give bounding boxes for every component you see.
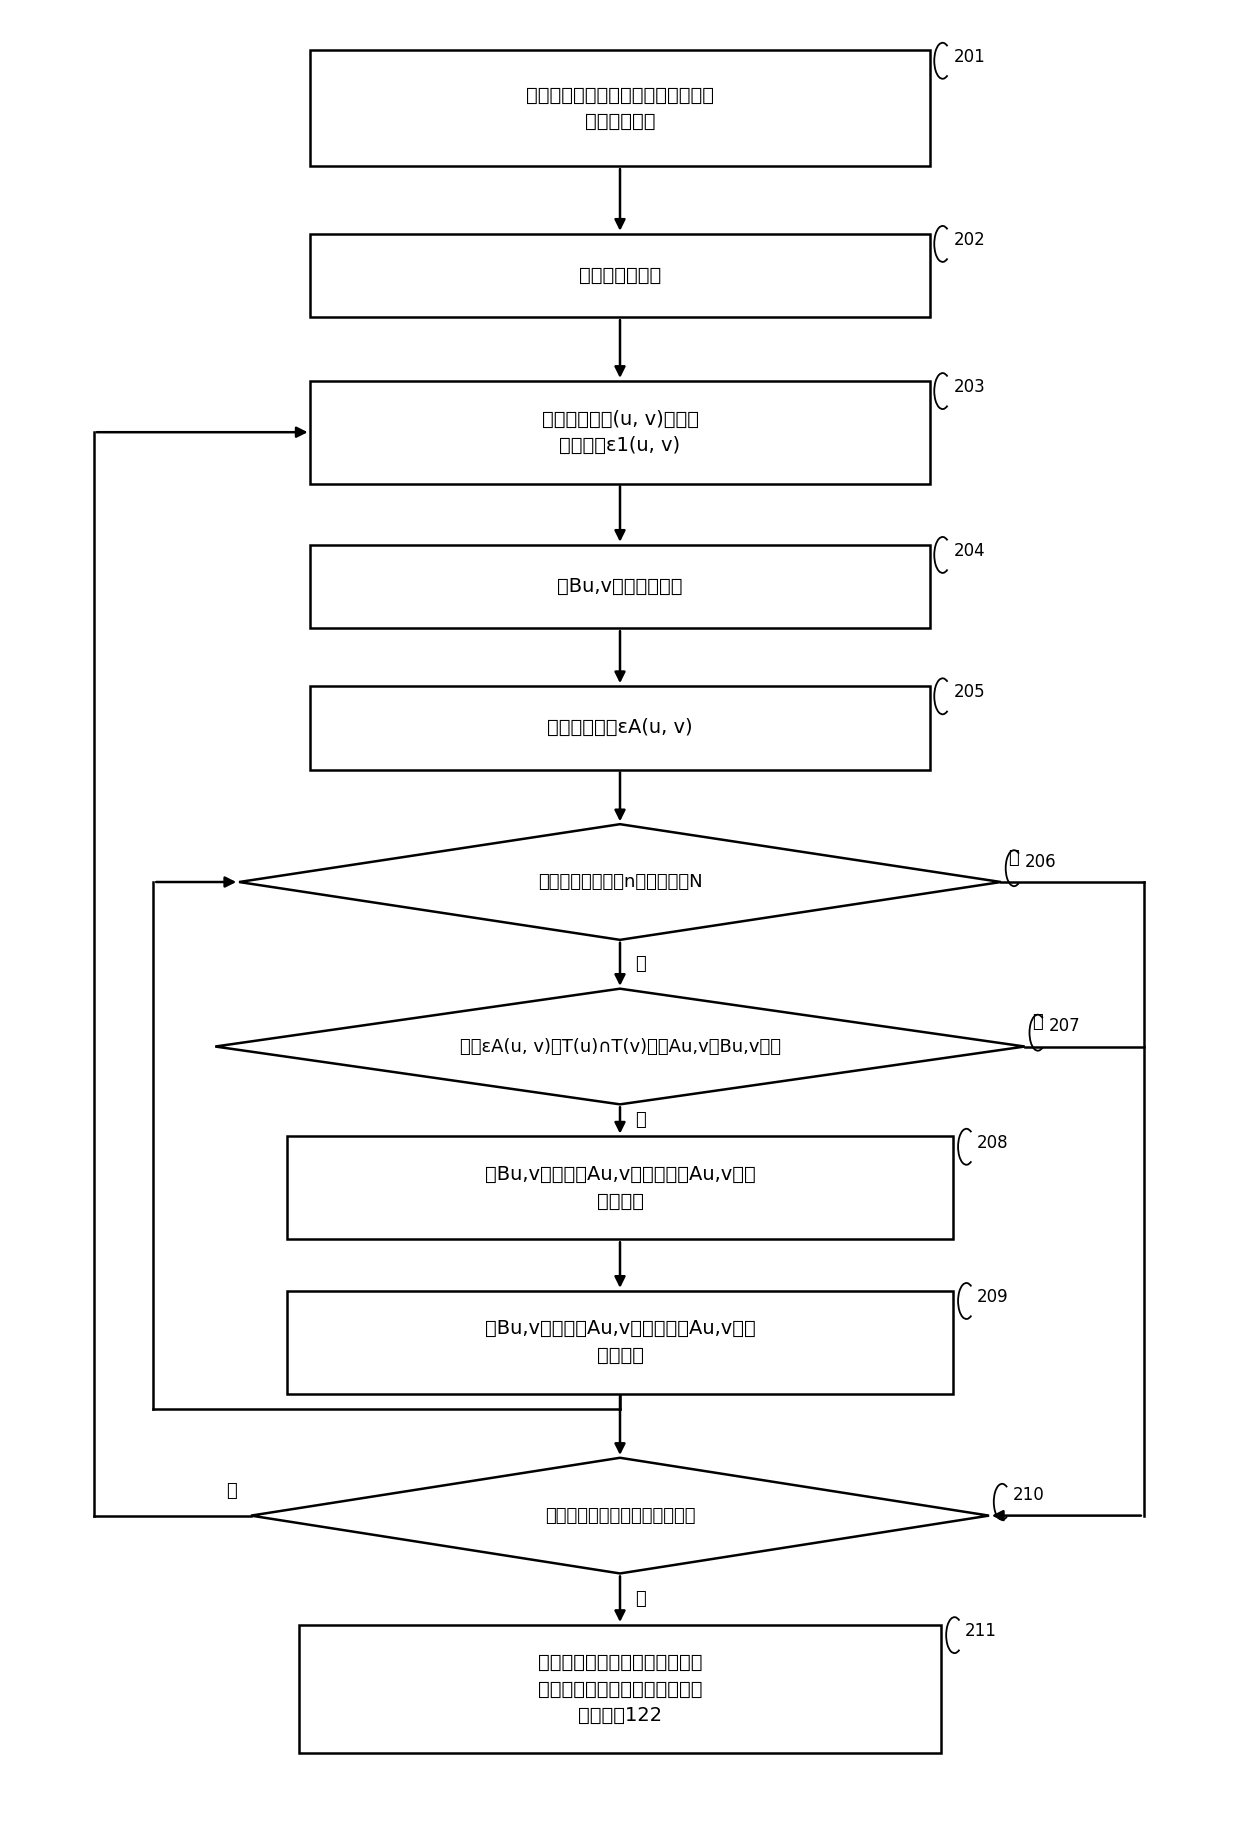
Text: 211: 211 (965, 1623, 997, 1640)
Text: 接收服务器构造缺失服务响应时间补
足模型的指令: 接收服务器构造缺失服务响应时间补 足模型的指令 (526, 86, 714, 130)
Text: 205: 205 (954, 683, 985, 701)
FancyBboxPatch shape (310, 545, 930, 628)
FancyBboxPatch shape (286, 1136, 954, 1239)
Text: 203: 203 (954, 378, 985, 397)
Text: 207: 207 (1049, 1017, 1080, 1036)
Text: 是: 是 (1032, 1013, 1043, 1032)
Text: 否: 否 (635, 955, 646, 973)
Polygon shape (239, 824, 1001, 940)
Text: 将训练获取的缺失服务响应时间
补足模型输出，存储至补足模型
存储单元122: 将训练获取的缺失服务响应时间 补足模型输出，存储至补足模型 存储单元122 (538, 1652, 702, 1726)
FancyBboxPatch shape (299, 1625, 941, 1753)
Polygon shape (250, 1458, 990, 1573)
FancyBboxPatch shape (310, 380, 930, 483)
Text: 210: 210 (1013, 1487, 1044, 1504)
Text: 判断εA(u, v)在T(u)∩T(v)上对Au,v和Bu,v收敛: 判断εA(u, v)在T(u)∩T(v)上对Au,v和Bu,v收敛 (460, 1037, 780, 1056)
Text: 对用户二元组(u, v)，构造
偏差函数ε1(u, v): 对用户二元组(u, v)，构造 偏差函数ε1(u, v) (542, 409, 698, 455)
FancyBboxPatch shape (286, 1291, 954, 1394)
FancyBboxPatch shape (310, 51, 930, 167)
Text: 令Bu,v为参量，Au,v为变量，对Au,v进行
解析求解: 令Bu,v为参量，Au,v为变量，对Au,v进行 解析求解 (485, 1166, 755, 1210)
Text: 是: 是 (1008, 848, 1019, 867)
FancyBboxPatch shape (310, 233, 930, 318)
Text: 是: 是 (635, 1590, 646, 1608)
Text: 否: 否 (226, 1482, 237, 1500)
Text: 201: 201 (954, 48, 985, 66)
Text: 204: 204 (954, 542, 985, 560)
Text: 对Bu,v进行解析求解: 对Bu,v进行解析求解 (557, 577, 683, 597)
Text: 初始化相关参数: 初始化相关参数 (579, 266, 661, 285)
Text: 206: 206 (1024, 852, 1056, 870)
Polygon shape (216, 988, 1024, 1103)
Text: 令Bu,v为参量，Au,v为变量，对Au,v进行
解析求解: 令Bu,v为参量，Au,v为变量，对Au,v进行 解析求解 (485, 1320, 755, 1364)
Text: 判断已处理完所有的用户二元组: 判断已处理完所有的用户二元组 (544, 1507, 696, 1524)
Text: 构造损失函数εA(u, v): 构造损失函数εA(u, v) (547, 718, 693, 738)
Text: 208: 208 (977, 1135, 1009, 1151)
FancyBboxPatch shape (310, 687, 930, 769)
Text: 202: 202 (954, 231, 985, 250)
Text: 否: 否 (635, 1111, 646, 1129)
Text: 209: 209 (977, 1289, 1009, 1305)
Text: 判断训练控制变量n已达到上限N: 判断训练控制变量n已达到上限N (538, 872, 702, 890)
